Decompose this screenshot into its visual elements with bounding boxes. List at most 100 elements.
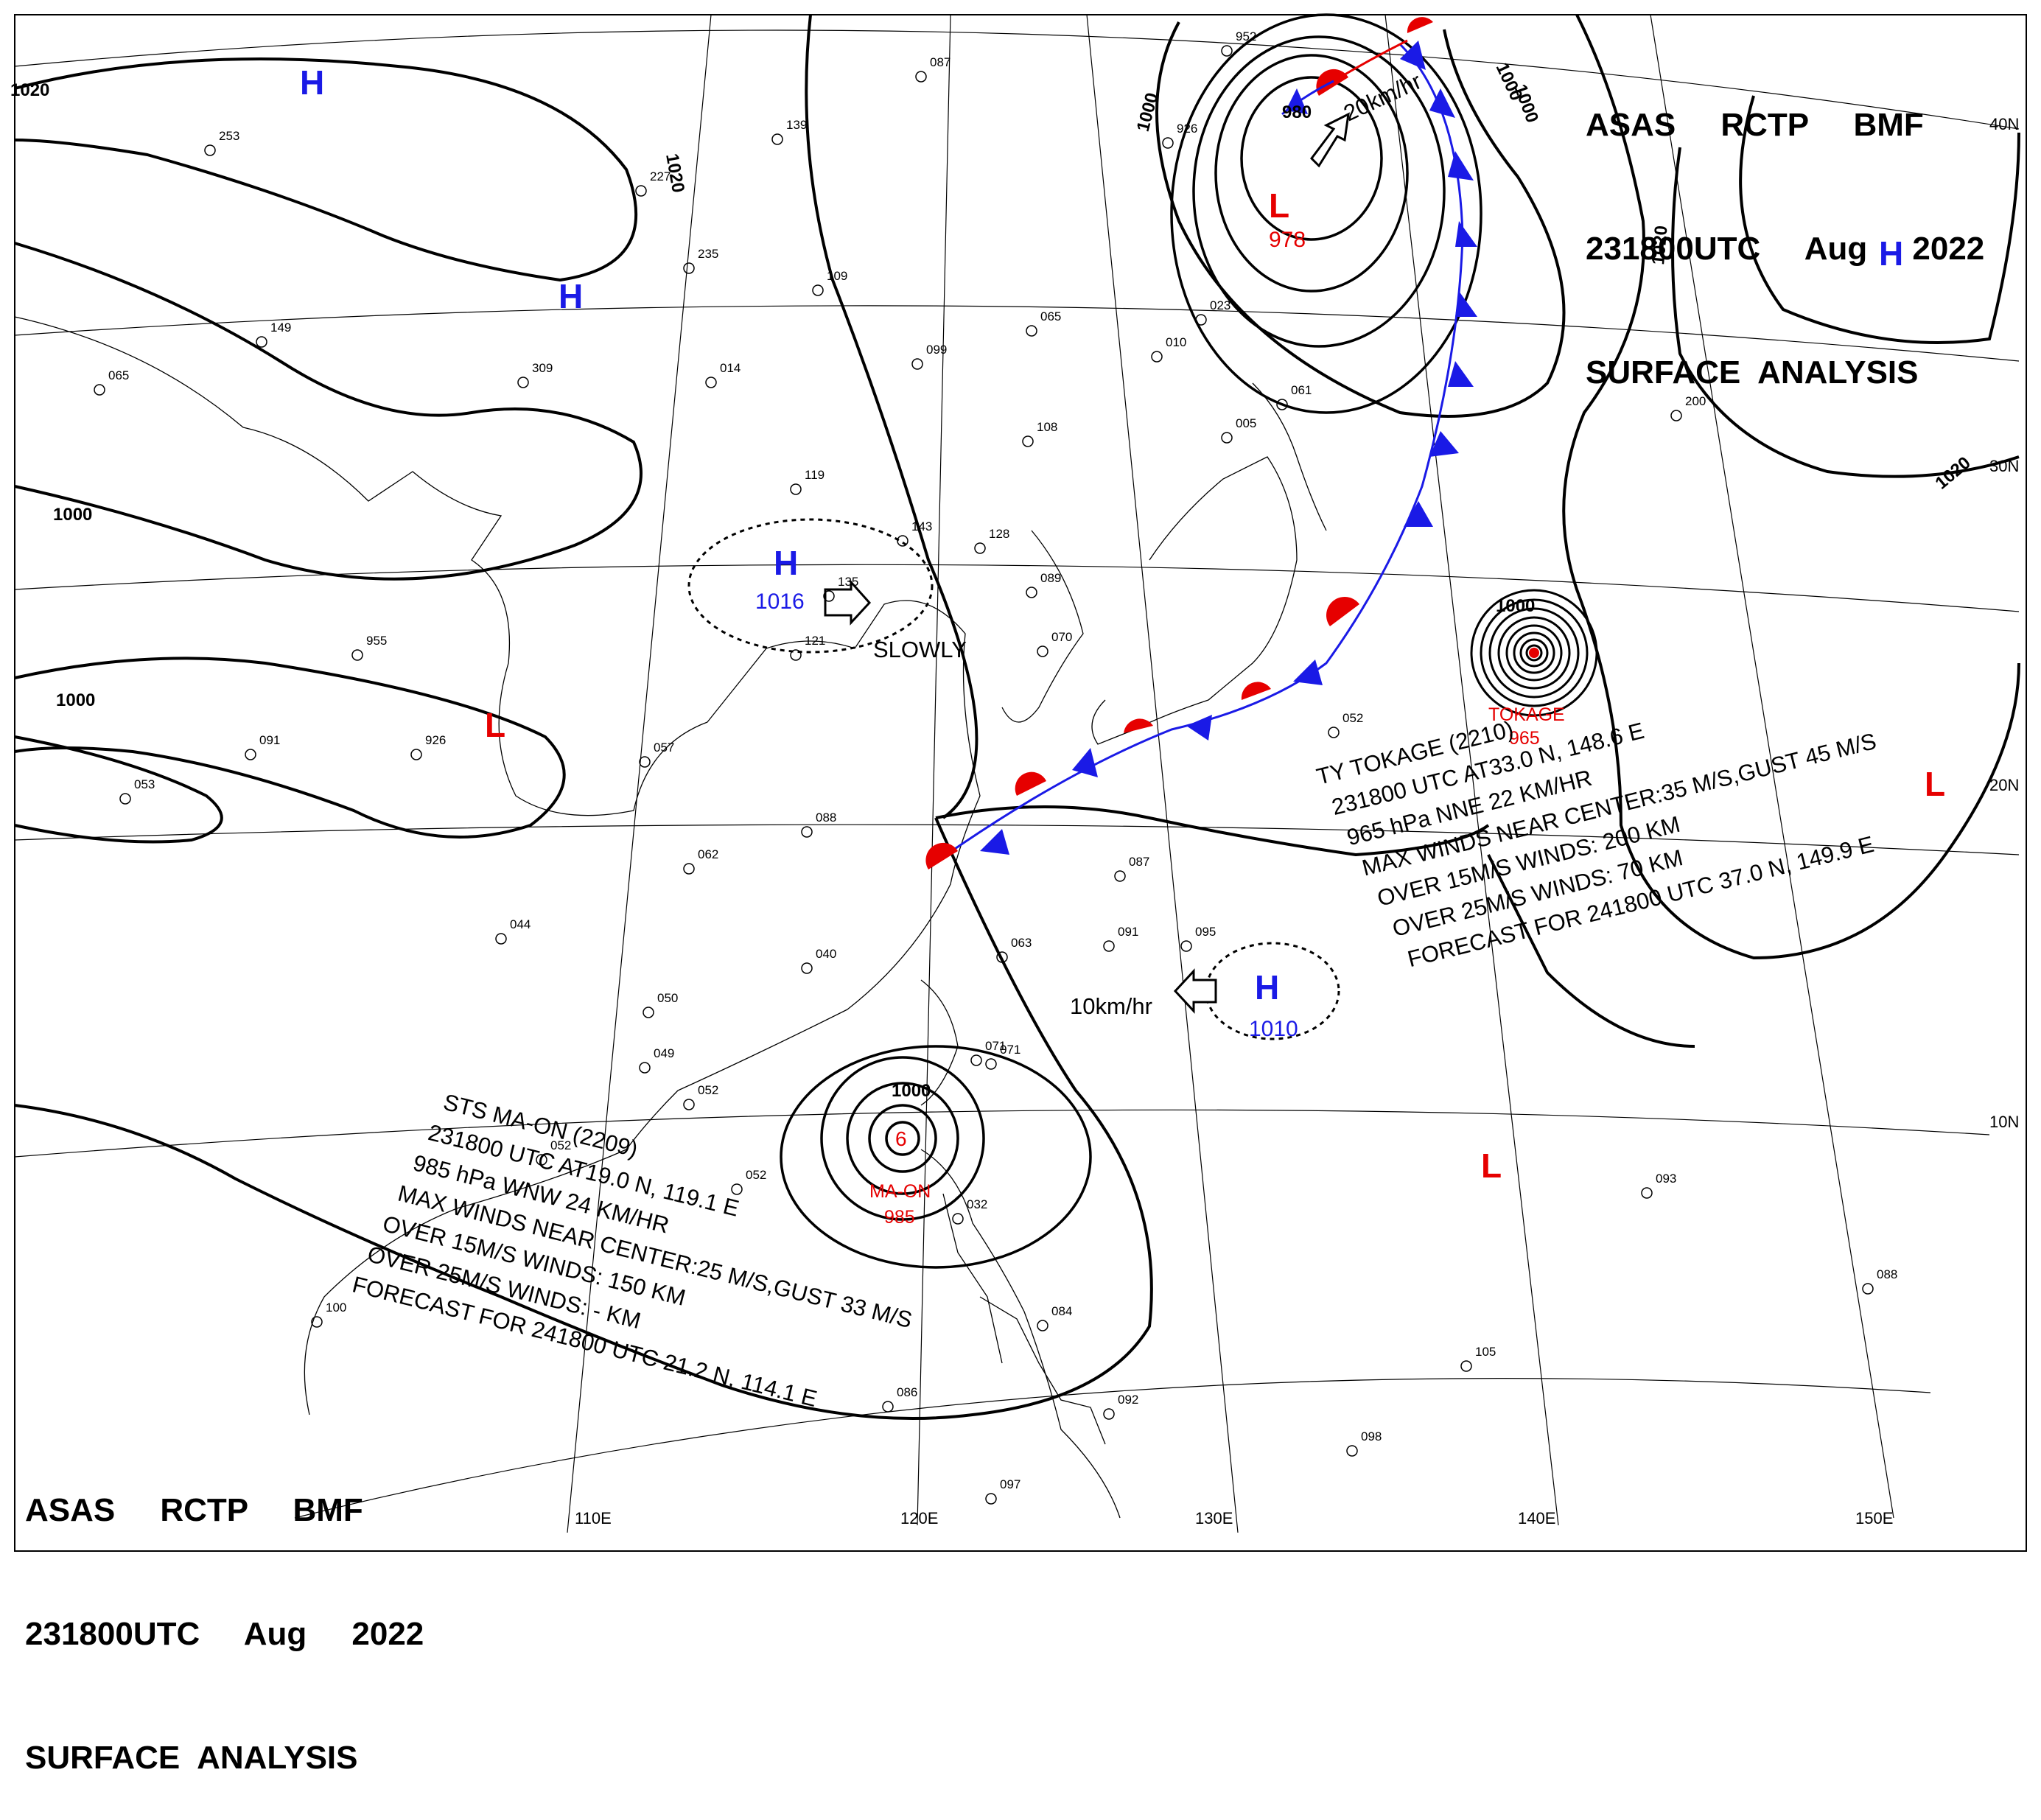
title-bottom: ASAS RCTP BMF 231800UTC Aug 2022 SURFACE…	[25, 1407, 424, 1820]
station-pressure: 135	[838, 575, 858, 589]
station-pressure: 010	[1166, 335, 1186, 349]
coastlines	[14, 316, 1327, 1519]
isobar-label: 1020	[1932, 453, 1975, 494]
title-bottom-line-2: 231800UTC Aug 2022	[25, 1616, 424, 1652]
station-symbol-icon	[985, 1058, 997, 1070]
station-symbol-icon	[952, 1213, 964, 1225]
china-high-arrow-icon	[824, 579, 872, 626]
station-symbol-icon	[536, 1154, 547, 1166]
station-pressure: 926	[1177, 122, 1197, 136]
isobar-label: 1020	[1648, 225, 1672, 266]
station-symbol-icon	[351, 649, 363, 661]
low-center: L	[485, 706, 505, 744]
station-pressure: 053	[134, 777, 155, 791]
tokage-pressure: 965	[1509, 728, 1540, 749]
station-symbol-icon	[1670, 410, 1682, 421]
low-value-978: 978	[1269, 228, 1306, 252]
station-pressure: 052	[698, 1083, 718, 1097]
tokage-advisory: TY TOKAGE (2210) 231800 UTC AT33.0 N, 14…	[1314, 716, 1879, 973]
map-frame	[14, 14, 2027, 1552]
station-symbol-icon	[1103, 1408, 1115, 1420]
station-symbol-icon	[1037, 1320, 1048, 1331]
station-symbol-icon	[1103, 940, 1115, 952]
station-pressure: 092	[1118, 1393, 1138, 1407]
station-pressure: 032	[967, 1197, 987, 1211]
low-center: L	[1925, 765, 1945, 803]
station-symbol-icon	[1276, 399, 1288, 410]
station-pressure: 097	[1000, 1477, 1020, 1491]
station-pressure: 014	[720, 361, 741, 375]
station-pressure: 052	[1342, 711, 1363, 725]
station-symbol-icon	[1460, 1360, 1472, 1372]
lat-grid	[14, 29, 2020, 1519]
movement-arrows	[824, 112, 1350, 1014]
station-symbol-icon	[311, 1316, 323, 1328]
station-pressure: 099	[926, 343, 947, 357]
station-symbol-icon	[410, 749, 422, 760]
station-symbol-icon	[897, 535, 909, 547]
station-pressure: 089	[1040, 571, 1061, 585]
station-pressure: 227	[650, 169, 671, 183]
maon-isobars	[780, 1045, 1092, 1269]
station-symbol-icon	[245, 749, 256, 760]
station-symbol-icon	[996, 951, 1008, 963]
station-pressure: 952	[1236, 29, 1256, 43]
station-pressure: 061	[1291, 383, 1312, 397]
isobars	[14, 14, 2020, 1420]
maon-name: MA-ON	[869, 1181, 931, 1202]
lat-label-20n: 20N	[1989, 776, 2019, 794]
station-pressure: 143	[911, 519, 932, 533]
pacific-high-speed: 10km/hr	[1070, 993, 1152, 1019]
station-symbol-icon	[823, 590, 835, 602]
cold-front	[935, 41, 1477, 864]
high-value-1016: 1016	[755, 589, 805, 614]
station-pressure: 109	[827, 269, 847, 283]
station-symbol-icon	[639, 756, 651, 768]
low-center: L	[1269, 186, 1289, 225]
station-symbol-icon	[683, 1099, 695, 1110]
station-pressure: 023	[1210, 298, 1230, 312]
maon-advisory: STS MA-ON (2209) 231800 UTC AT19.0 N, 11…	[350, 1089, 915, 1412]
isobar-label: 1000	[1510, 82, 1542, 125]
title-top-line-1: ASAS RCTP BMF	[1586, 107, 1924, 143]
station-pressure: 088	[1877, 1267, 1897, 1281]
station-pressure: 088	[816, 811, 836, 825]
jp-low-speed: 20km/hr	[1340, 68, 1425, 126]
grid-labels: 110E 120E 130E 140E 150E 40N 30N 20N 10N	[575, 115, 2019, 1527]
station-symbol-icon	[790, 649, 802, 661]
lon-label-150e: 150E	[1855, 1509, 1893, 1527]
station-symbol-icon	[812, 284, 824, 296]
low-center: L	[1481, 1147, 1502, 1185]
station-pressure: 071	[985, 1039, 1006, 1053]
station-symbol-icon	[94, 384, 105, 396]
station-symbol-icon	[1026, 587, 1037, 598]
station-pressure: 105	[1475, 1345, 1496, 1359]
isobar-label: 1000	[53, 505, 92, 525]
lat-label-10n: 10N	[1989, 1113, 2019, 1131]
station-pressure: 050	[657, 991, 678, 1005]
station-symbol-icon	[1022, 435, 1034, 447]
weather-map: 110E 120E 130E 140E 150E 40N 30N 20N 10N	[10, 13, 2027, 1552]
lon-label-130e: 130E	[1195, 1509, 1233, 1527]
station-symbol-icon	[643, 1007, 654, 1018]
station-symbol-icon	[1195, 314, 1207, 326]
station-pressure: 040	[816, 947, 836, 961]
storm-names: TOKAGE 965 MA-ON 985	[869, 704, 1565, 1228]
tokage-name: TOKAGE	[1488, 704, 1565, 725]
pressure-centers: H H H H H L L L L	[300, 63, 1945, 1185]
station-pressure: 087	[1129, 855, 1149, 869]
station-symbol-icon	[683, 262, 695, 274]
title-bottom-line-3: SURFACE ANALYSIS	[25, 1740, 358, 1776]
tokage-isobars	[1470, 589, 1598, 717]
station-symbol-icon	[683, 863, 695, 875]
isobar-label: 1000	[1496, 596, 1535, 616]
station-symbol-icon	[801, 962, 813, 974]
station-pressure: 086	[897, 1385, 917, 1399]
station-pressure: 084	[1051, 1304, 1072, 1318]
station-pressure: 065	[108, 368, 129, 382]
station-symbol-icon	[1180, 940, 1192, 952]
station-pressure: 149	[270, 321, 291, 335]
station-pressure: 052	[550, 1138, 571, 1152]
high-center: H	[1879, 234, 1903, 273]
title-top-line-2: 231800UTC Aug 2022	[1586, 231, 1985, 267]
